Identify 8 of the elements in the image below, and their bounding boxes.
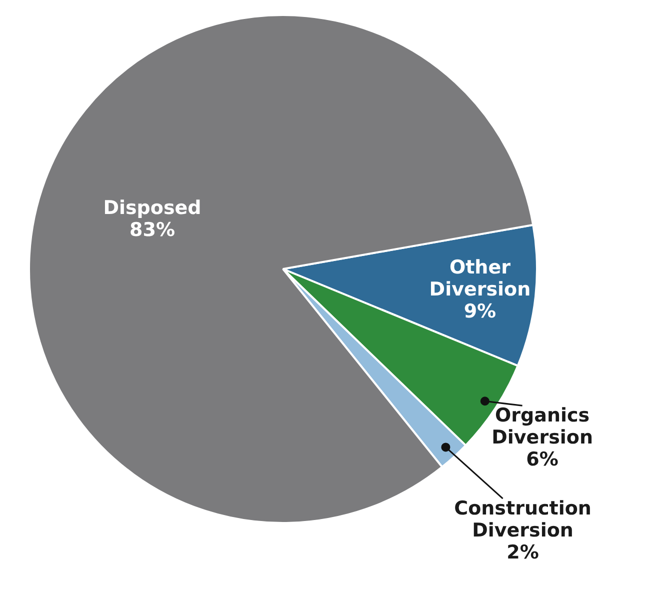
slice-label: Organics Diversion (492, 404, 593, 449)
slice-label: Other Diversion (429, 256, 531, 300)
slice-label: Construction Diversion (454, 498, 592, 542)
data-label: 83% (129, 218, 175, 241)
data-label: 6% (526, 448, 558, 471)
slice-label: Disposed (103, 196, 202, 219)
data-label: 9% (464, 300, 496, 322)
data-label: 2% (506, 542, 539, 564)
